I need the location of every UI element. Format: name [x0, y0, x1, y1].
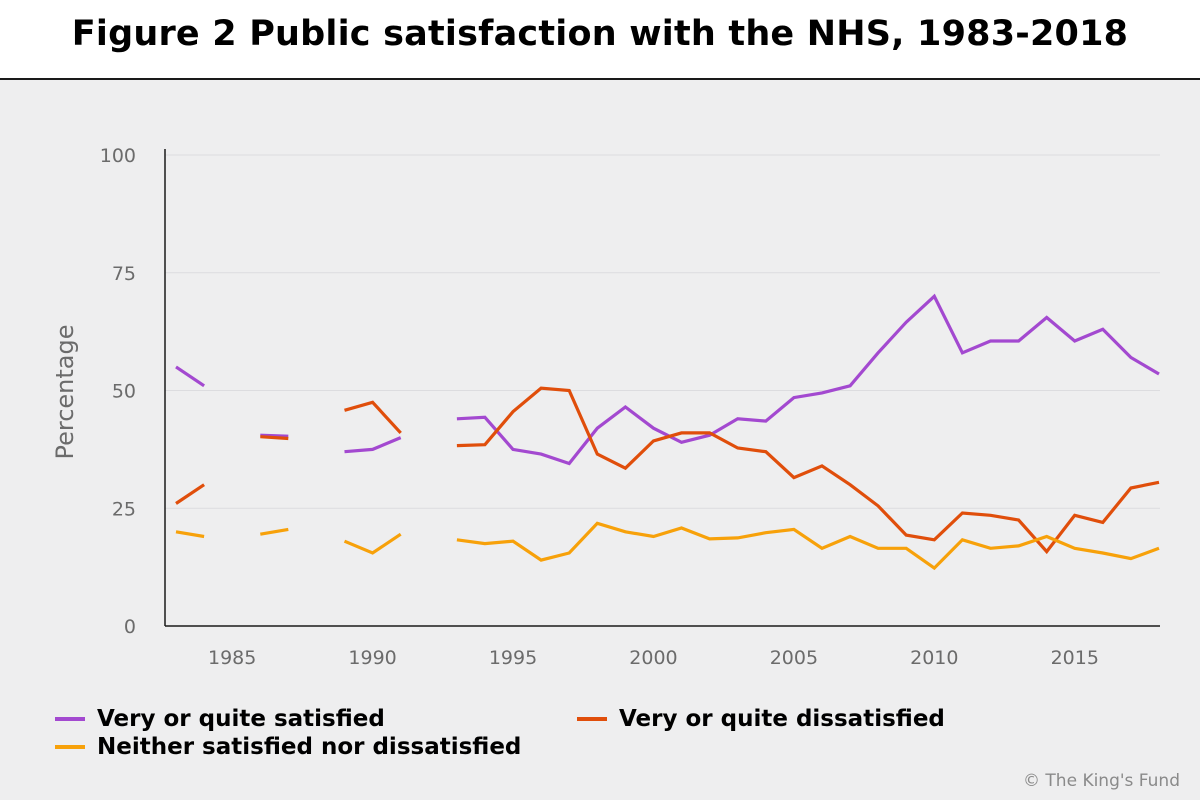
series-line-0-segment-3 — [456, 293, 1160, 466]
plot-area — [0, 80, 1200, 800]
legend-label-dissatisfied: Very or quite dissatisfied — [619, 706, 945, 732]
legend-item-neither[interactable]: Neither satisfied nor dissatisfied — [55, 732, 521, 762]
title-bar: Figure 2 Public satisfaction with the NH… — [0, 0, 1200, 80]
y-axis-title: Percentage — [51, 324, 79, 459]
series-line-1-segment-2 — [344, 400, 402, 434]
y-tick-label-75: 75 — [112, 263, 136, 285]
legend-item-satisfied[interactable]: Very or quite satisfied — [55, 704, 385, 734]
series-lines — [175, 293, 1160, 571]
series-0 — [175, 293, 1160, 466]
x-tick-label-1990: 1990 — [348, 647, 396, 669]
series-line-1-segment-3 — [456, 386, 1160, 555]
series-line-2-segment-0 — [175, 530, 205, 539]
y-tick-label-25: 25 — [112, 498, 136, 520]
series-1 — [175, 386, 1160, 555]
series-line-0-segment-2 — [344, 436, 402, 454]
series-line-1-segment-0 — [175, 483, 205, 505]
legend-swatch-neither — [55, 745, 85, 749]
tick-labels: 0 25 50 75 100 1985 1990 1995 2000 2005 2010 2015 — [100, 145, 1099, 669]
series-line-1-segment-1 — [260, 435, 289, 441]
legend-label-neither: Neither satisfied nor dissatisfied — [97, 734, 522, 760]
legend: Very or quite satisfied Very or quite di… — [0, 700, 1200, 770]
gridlines — [165, 154, 1160, 509]
x-tick-label-2010: 2010 — [910, 647, 958, 669]
y-tick-label-50: 50 — [112, 381, 136, 403]
series-2 — [175, 521, 1160, 571]
legend-swatch-dissatisfied — [577, 717, 607, 721]
series-line-2-segment-1 — [260, 527, 289, 536]
line-chart: 0 25 50 75 100 1985 1990 1995 2000 2005 2010 2015 P… — [51, 145, 1160, 669]
y-tick-label-100: 100 — [100, 145, 136, 167]
axes — [164, 149, 1160, 627]
legend-label-satisfied: Very or quite satisfied — [97, 706, 385, 732]
y-tick-label-0: 0 — [124, 616, 136, 638]
x-tick-label-2000: 2000 — [629, 647, 677, 669]
series-line-0-segment-0 — [175, 365, 205, 388]
chart-title: Figure 2 Public satisfaction with the NH… — [71, 14, 1129, 54]
x-tick-label-2005: 2005 — [770, 647, 818, 669]
legend-swatch-satisfied — [55, 717, 85, 721]
x-tick-label-1985: 1985 — [208, 647, 256, 669]
series-line-2-segment-2 — [343, 532, 402, 555]
series-line-0-segment-1 — [260, 433, 289, 438]
legend-item-dissatisfied[interactable]: Very or quite dissatisfied — [577, 704, 945, 734]
copyright-credit: © The King's Fund — [1023, 771, 1180, 791]
x-tick-label-2015: 2015 — [1051, 647, 1099, 669]
series-line-2-segment-3 — [456, 521, 1160, 571]
x-tick-label-1995: 1995 — [489, 647, 537, 669]
